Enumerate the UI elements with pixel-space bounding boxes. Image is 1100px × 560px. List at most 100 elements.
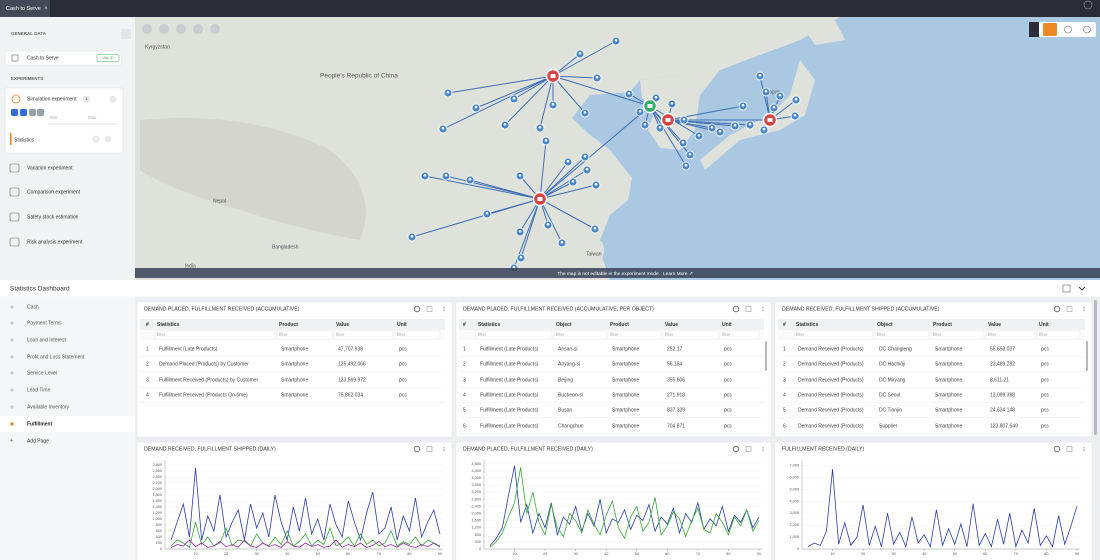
experiment-link[interactable]: Risk analysis experiment bbox=[27, 239, 83, 245]
customer-glyph bbox=[654, 95, 658, 99]
dc-glyph bbox=[550, 74, 556, 78]
y-tick-label: 400 bbox=[475, 540, 481, 544]
filter-input bbox=[719, 330, 760, 340]
max-input: Max bbox=[88, 115, 97, 120]
panel-settings bbox=[732, 445, 740, 453]
customer-glyph bbox=[643, 122, 647, 126]
map-note-bar bbox=[135, 268, 1100, 278]
x-tick-label: 60 bbox=[665, 552, 669, 556]
cell: 55,658.037 bbox=[990, 346, 1015, 352]
y-tick-label: 3,600 bbox=[471, 483, 481, 487]
customer-glyph bbox=[468, 177, 472, 181]
x-tick-label: 60 bbox=[346, 552, 350, 556]
y-tick-label: 800 bbox=[156, 523, 162, 527]
x-tick-label: 80 bbox=[407, 552, 411, 556]
customer-glyph bbox=[544, 138, 548, 142]
column-header: Statistics bbox=[478, 322, 500, 328]
filter-placeholder: filter bbox=[1039, 332, 1048, 337]
filter-input bbox=[985, 330, 1036, 340]
map-control bbox=[1083, 25, 1091, 34]
y-tick-label: 1,600 bbox=[471, 519, 481, 523]
map-controls bbox=[1029, 22, 1096, 37]
nav-item[interactable]: Service Level bbox=[27, 370, 57, 376]
panel-title: DEMAND PLACED, FULFILLMENT RECEIVED (DAI… bbox=[463, 446, 593, 452]
cell: Smartphone bbox=[935, 377, 962, 383]
series-line bbox=[489, 467, 760, 548]
scrollbar bbox=[765, 341, 767, 371]
cell: Smartphone bbox=[935, 423, 962, 429]
dc-glyph bbox=[665, 118, 671, 122]
nav-item[interactable]: Profit and Loss Statement bbox=[27, 354, 85, 360]
customer-glyph bbox=[595, 75, 599, 79]
customer-glyph bbox=[503, 122, 507, 126]
cell: 271.918 bbox=[667, 392, 685, 398]
panel-menu-dot bbox=[1083, 448, 1085, 450]
cell: Smartphone bbox=[612, 423, 639, 429]
customer-glyph bbox=[627, 91, 631, 95]
customer-glyph bbox=[485, 211, 489, 215]
row-index: 4 bbox=[146, 392, 149, 398]
y-tick-label: 1,000 bbox=[789, 535, 799, 539]
min-input: Min bbox=[50, 115, 58, 120]
column-header: Unit bbox=[397, 322, 407, 328]
cell: pcs bbox=[1041, 407, 1049, 413]
customer-glyph bbox=[571, 179, 575, 183]
tab-close[interactable]: × bbox=[44, 6, 48, 12]
customer-glyph bbox=[546, 222, 550, 226]
y-tick-label: 3,200 bbox=[471, 490, 481, 494]
cell: 837.339 bbox=[667, 407, 685, 413]
db-icon bbox=[11, 54, 19, 62]
panel-menu-dot bbox=[1083, 306, 1085, 308]
cell: Smartphone bbox=[935, 361, 962, 367]
panel-menu-dot bbox=[443, 310, 445, 312]
nav-item[interactable]: Cash bbox=[27, 304, 39, 310]
cell: DC Miryang bbox=[879, 377, 906, 383]
cell: Fulfillment Received (Products) by Custo… bbox=[159, 377, 259, 383]
cell: pcs bbox=[399, 361, 407, 367]
table-header bbox=[459, 319, 764, 330]
y-tick-label: 200 bbox=[156, 541, 162, 545]
cell: Fulfillment (Late Products) bbox=[159, 346, 218, 352]
valid-badge-text: VALID bbox=[102, 55, 113, 60]
cell: 56.184 bbox=[667, 361, 683, 367]
nav-item[interactable]: Fulfillment bbox=[27, 421, 53, 427]
nav-item[interactable]: Loan and Interest bbox=[27, 337, 67, 343]
nav-item[interactable]: Lead Time bbox=[27, 387, 51, 393]
run-button bbox=[11, 109, 18, 116]
settings-button bbox=[109, 95, 117, 103]
land bbox=[700, 60, 815, 170]
experiment-link[interactable]: Comparison experiment bbox=[27, 189, 81, 195]
y-tick-label: 2,600 bbox=[152, 469, 162, 473]
column-header: # bbox=[146, 322, 149, 328]
customer-glyph bbox=[733, 123, 737, 127]
route bbox=[539, 198, 563, 244]
panel-menu-dot bbox=[443, 448, 445, 450]
panel-menu-dot bbox=[762, 446, 764, 448]
filter-placeholder: filter bbox=[877, 332, 886, 337]
cell: Demand Received (Products) bbox=[798, 407, 864, 413]
customer-glyph bbox=[793, 113, 797, 117]
panel-menu-dot bbox=[762, 308, 764, 310]
x-tick-label: 50 bbox=[635, 552, 639, 556]
cell: Smartphone bbox=[281, 346, 308, 352]
add-page[interactable]: Add Page bbox=[27, 438, 49, 444]
experiment-link[interactable]: Safety stock estimation bbox=[27, 214, 79, 220]
experiment-link[interactable]: Variation experiment bbox=[27, 165, 73, 171]
nav-item[interactable]: Payment Terms bbox=[27, 320, 62, 326]
cell: Changchun bbox=[558, 423, 584, 429]
route bbox=[486, 198, 541, 215]
x-tick-label: 90 bbox=[1075, 552, 1079, 556]
nav-item[interactable]: Available Inventory bbox=[27, 404, 70, 410]
filter-placeholder: filter bbox=[665, 332, 674, 337]
map-learn-more[interactable]: Learn More ↗ bbox=[663, 271, 693, 277]
x-tick-label: 90 bbox=[757, 552, 761, 556]
column-header: Object bbox=[556, 322, 572, 328]
y-tick-label: 2,000 bbox=[789, 523, 799, 527]
section-heading: EXPERIMENTS bbox=[11, 76, 43, 81]
customer-glyph bbox=[560, 240, 564, 244]
column-header: Product bbox=[933, 322, 952, 328]
y-tick-label: 1,400 bbox=[152, 505, 162, 509]
map-label: Japan bbox=[767, 89, 781, 95]
cell: Smartphone bbox=[281, 377, 308, 383]
